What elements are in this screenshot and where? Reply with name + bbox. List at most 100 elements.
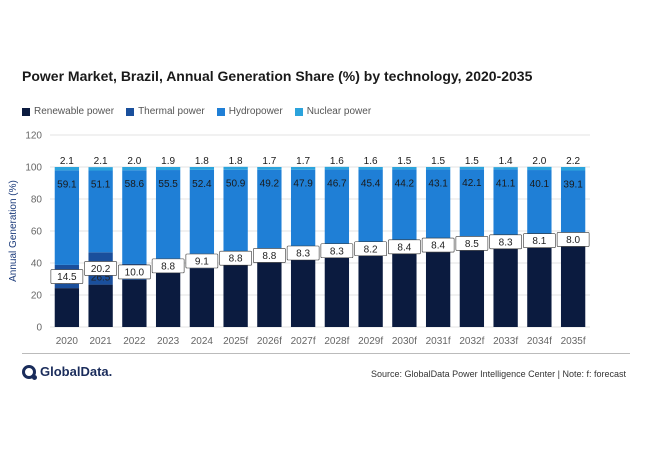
- x-tick-label: 2029f: [358, 336, 383, 347]
- y-tick-label: 120: [25, 131, 42, 142]
- x-tick-label: 2022: [123, 336, 146, 347]
- footer-divider: [22, 353, 630, 354]
- x-tick-label: 2020: [56, 336, 79, 347]
- bar-segment: [560, 245, 586, 327]
- data-label: 8.3: [330, 246, 344, 257]
- bar-segment: [290, 259, 316, 327]
- data-label: 1.7: [296, 156, 310, 167]
- legend-label-thermal: Thermal power: [138, 106, 205, 117]
- globaldata-logo: GlobalData.: [22, 364, 113, 380]
- data-label: 8.1: [532, 236, 546, 247]
- legend-item-thermal: Thermal power: [126, 106, 205, 117]
- x-tick-label: 2030f: [392, 336, 417, 347]
- legend-label-hydro: Hydropower: [228, 106, 283, 117]
- data-label: 1.9: [161, 156, 175, 167]
- data-label: 1.5: [465, 156, 479, 167]
- bar-segment: [54, 288, 80, 327]
- source-note: Source: GlobalData Power Intelligence Ce…: [371, 369, 626, 379]
- data-label: 55.5: [158, 179, 178, 190]
- data-label: 43.1: [428, 178, 448, 189]
- data-label-box: [455, 236, 489, 251]
- data-label-box: [50, 269, 84, 284]
- bar-segment: [223, 169, 248, 252]
- data-label: 1.4: [499, 156, 513, 167]
- data-label-box: [253, 248, 286, 263]
- logo-text: GlobalData.: [40, 364, 113, 379]
- bar-segment: [88, 284, 113, 327]
- data-label: 1.5: [397, 156, 411, 167]
- chart-title: Power Market, Brazil, Annual Generation …: [22, 68, 533, 84]
- y-tick-label: 40: [31, 259, 43, 270]
- bar-segment: [527, 247, 552, 327]
- bar-segment: [257, 167, 282, 170]
- x-tick-label: 2034f: [527, 336, 552, 347]
- data-label: 8.8: [262, 251, 276, 262]
- bar-segment: [257, 169, 282, 249]
- bar-segment: [122, 170, 147, 264]
- data-label: 2.1: [60, 156, 74, 167]
- data-label: 8.8: [229, 254, 243, 265]
- bar-segment: [358, 255, 383, 327]
- legend-swatch-thermal: [126, 107, 135, 116]
- data-label: 8.0: [566, 235, 580, 246]
- y-tick-label: 20: [31, 291, 43, 302]
- data-label: 58.6: [125, 179, 145, 190]
- bar-segment: [257, 262, 282, 327]
- data-label: 47.9: [293, 179, 313, 190]
- data-label-box: [286, 245, 320, 261]
- bar-segment: [223, 265, 248, 327]
- data-label: 1.6: [330, 156, 344, 167]
- bar-segment: [189, 268, 215, 327]
- y-tick-label: 60: [31, 227, 43, 238]
- data-label-box: [219, 250, 252, 266]
- legend-item-nuclear: Nuclear power: [294, 106, 372, 117]
- bar-segment: [527, 166, 552, 171]
- legend-label-nuclear: Nuclear power: [306, 106, 372, 117]
- bar-segment: [155, 170, 181, 259]
- bar-segment: [493, 167, 518, 170]
- legend-item-hydro: Hydropower: [216, 106, 283, 117]
- bar-segment: [155, 167, 181, 171]
- data-label: 8.3: [499, 237, 513, 248]
- bar-segment: [392, 167, 417, 170]
- data-label: 8.8: [161, 261, 175, 272]
- data-label-box: [185, 253, 219, 269]
- bar-segment: [459, 166, 485, 170]
- legend-item-renewable: Renewable power: [22, 106, 114, 117]
- data-label: 45.4: [361, 179, 381, 190]
- data-label: 59.1: [57, 179, 77, 190]
- data-label-box: [556, 232, 590, 247]
- data-label: 20.2: [91, 264, 111, 275]
- legend-label-renewable: Renewable power: [34, 106, 115, 117]
- bar-segment: [88, 170, 113, 253]
- data-label: 44.2: [395, 178, 415, 189]
- data-label: 52.4: [192, 179, 212, 190]
- y-tick-label: 100: [25, 163, 42, 174]
- bar-segment: [425, 251, 451, 327]
- bar-segment: [425, 169, 451, 239]
- bar-segment: [459, 169, 485, 237]
- x-tick-label: 2033f: [493, 336, 518, 347]
- data-label: 2.2: [566, 156, 580, 167]
- y-axis-title: Annual Generation (%): [8, 180, 19, 282]
- x-tick-label: 2027f: [291, 336, 316, 347]
- data-label: 26.5: [91, 273, 111, 284]
- data-label: 50.9: [226, 179, 246, 190]
- data-label: 49.2: [260, 179, 280, 190]
- bar-segment: [324, 257, 350, 327]
- bar-segment: [324, 169, 350, 245]
- y-tick-label: 80: [31, 195, 43, 206]
- bar-segment: [122, 167, 147, 171]
- data-label: 8.3: [296, 249, 310, 260]
- bar-segment: [155, 272, 181, 327]
- data-label: 51.1: [91, 180, 111, 191]
- x-tick-label: 2035f: [561, 336, 586, 347]
- data-label: 9.1: [195, 257, 209, 268]
- legend-swatch-renewable: [22, 107, 30, 116]
- bar-segment: [54, 167, 80, 171]
- data-label: 2.0: [532, 156, 546, 167]
- globe-icon: [22, 364, 37, 380]
- bar-segment: [392, 253, 417, 327]
- data-label: 2.0: [127, 156, 141, 167]
- data-label-box: [421, 237, 455, 253]
